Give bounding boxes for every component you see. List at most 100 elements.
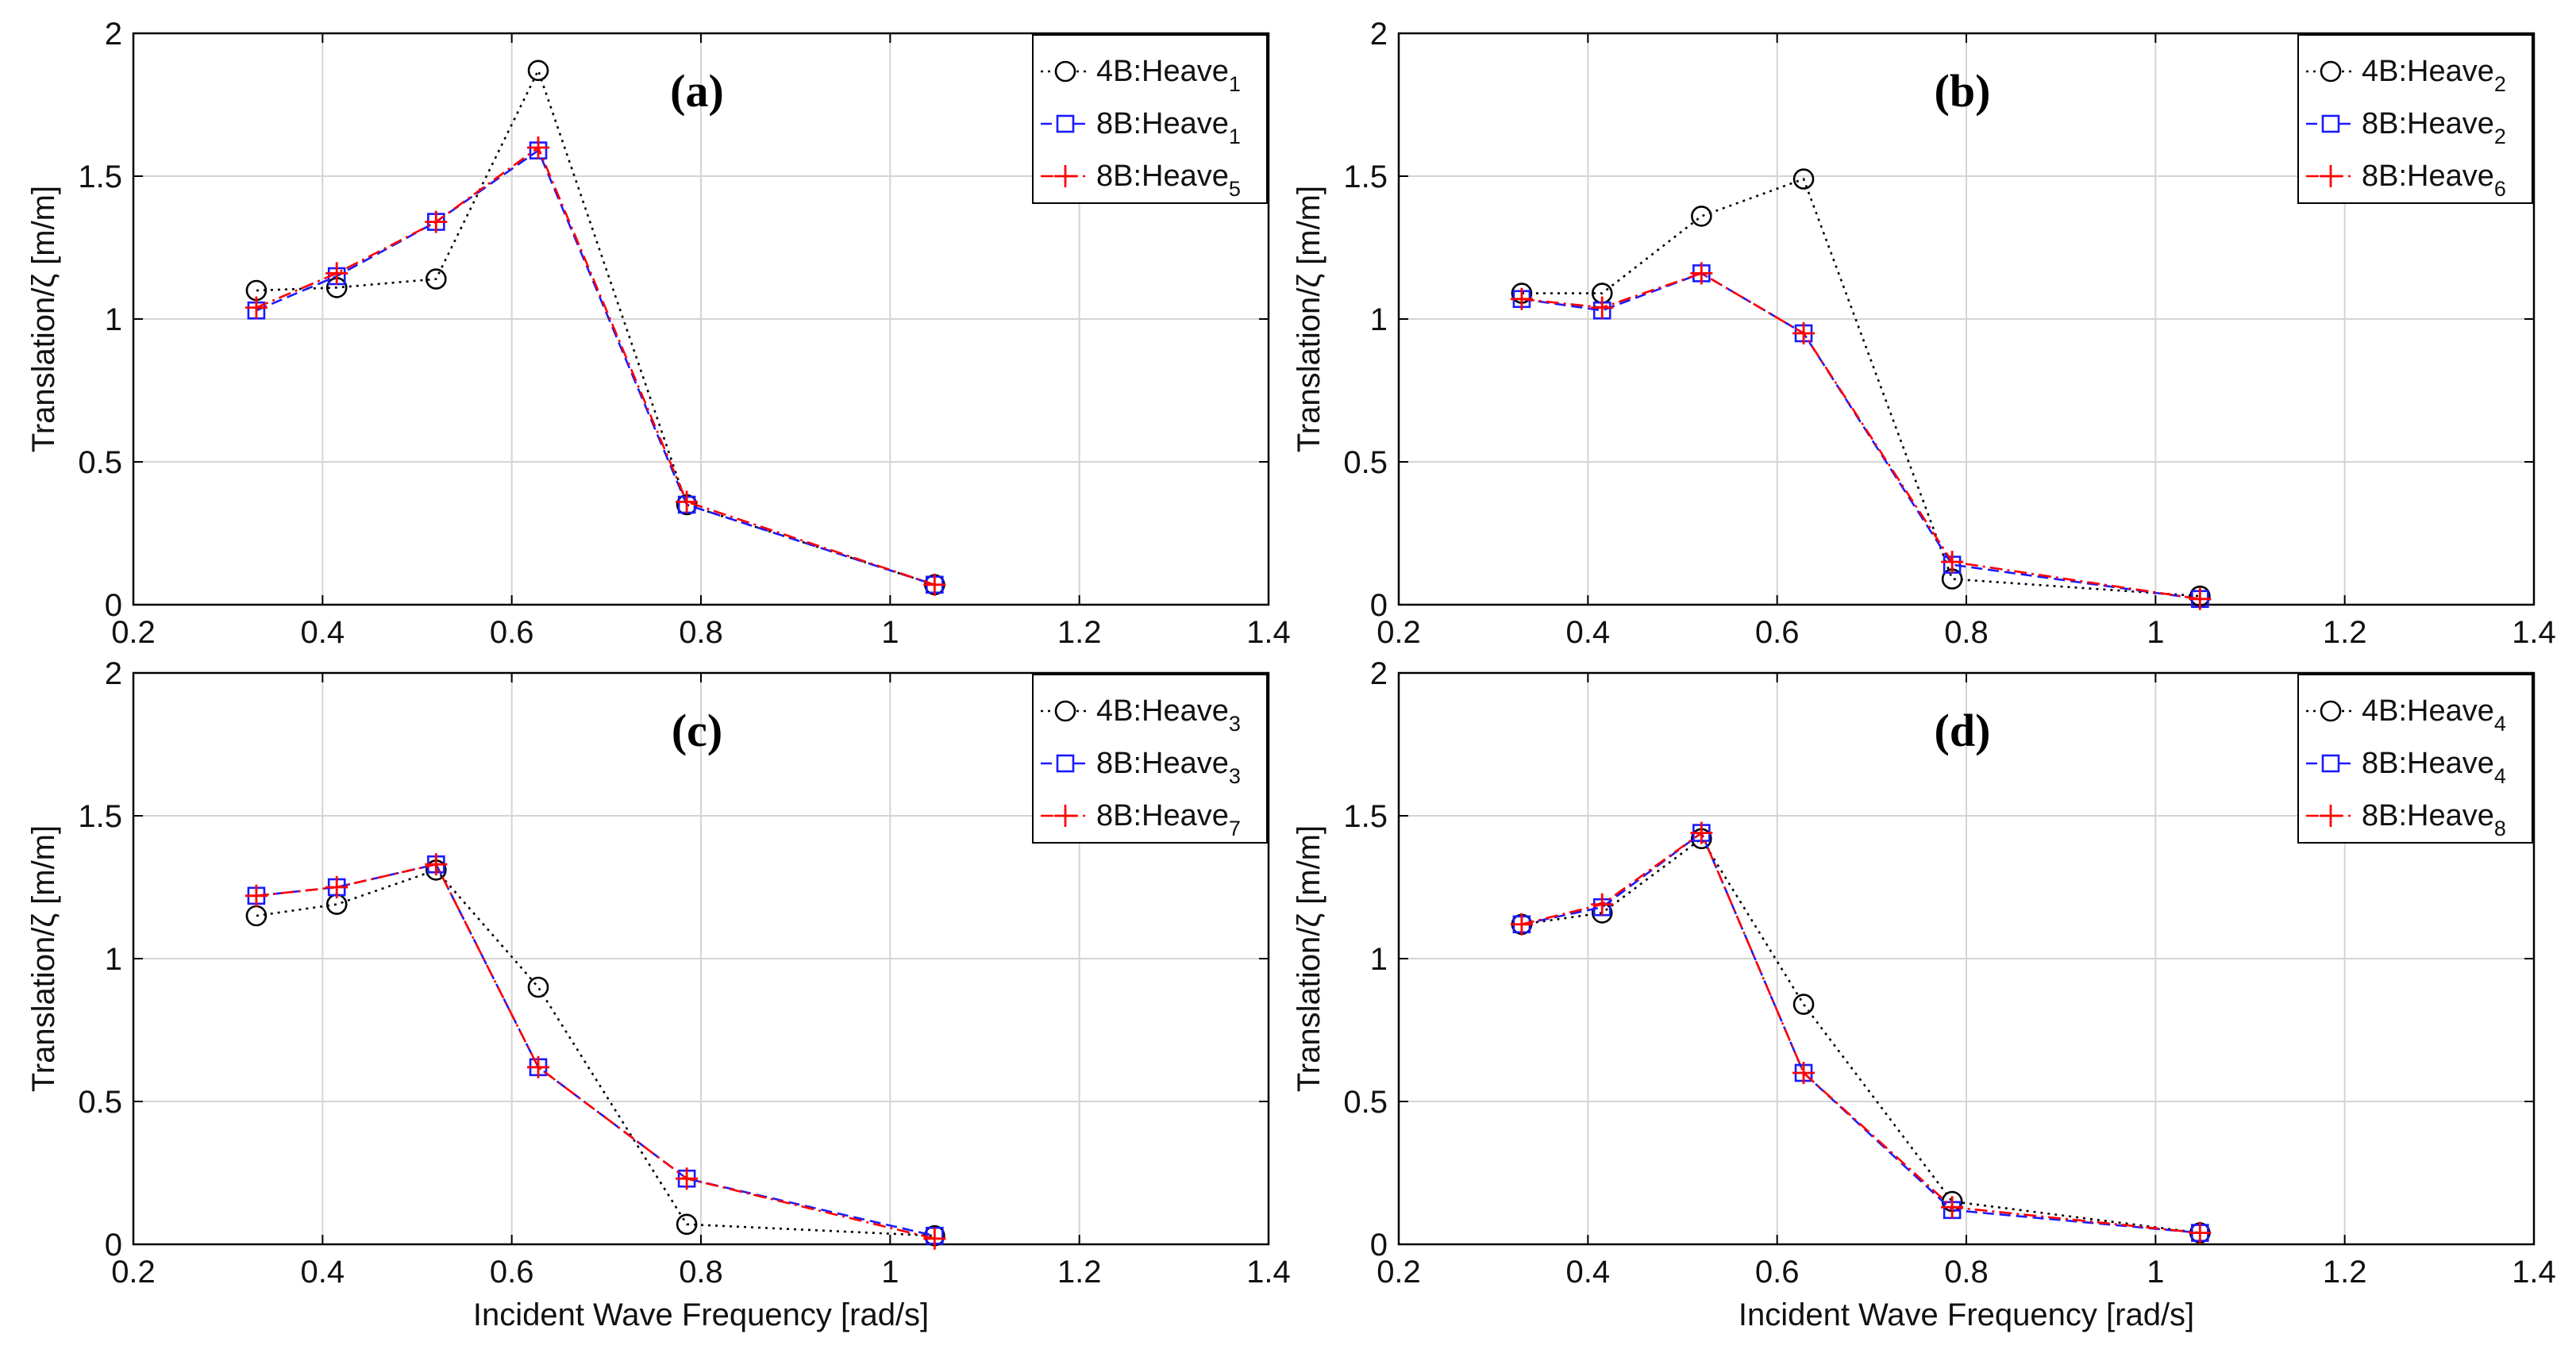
y-tick-label: 0 <box>105 588 122 623</box>
x-tick-label: 0.2 <box>1377 1255 1421 1290</box>
legend-marker-plus <box>2320 805 2342 827</box>
y-axis-label: Translation/ζ [m/m] <box>1292 825 1327 1092</box>
x-tick-label: 0.2 <box>111 1255 156 1290</box>
legend-marker-circle <box>1054 60 1076 83</box>
plot-frame <box>1397 671 2536 1246</box>
panel-label: (a) <box>670 65 724 117</box>
series-line <box>256 868 935 1237</box>
plot-frame <box>132 671 1270 1246</box>
data-point-circle <box>425 268 447 290</box>
y-tick-label: 2 <box>1370 17 1388 52</box>
legend-entry-subscript: 3 <box>1229 712 1241 736</box>
data-point-plus <box>1591 296 1614 319</box>
data-point-circle <box>527 60 549 82</box>
x-tick-label: 0.2 <box>111 615 156 650</box>
panel-label: (d) <box>1935 705 1991 756</box>
y-tick-label: 0 <box>1370 588 1388 623</box>
series-line <box>256 863 935 1237</box>
x-tick-label: 0.6 <box>490 1255 534 1290</box>
x-tick-label: 1 <box>881 1255 899 1290</box>
data-point-plus <box>2189 1221 2212 1244</box>
data-point-plus <box>1510 913 1533 936</box>
series-line <box>1521 831 2201 1234</box>
legend-marker-square <box>1056 754 1075 773</box>
legend-entry-subscript: 1 <box>1229 125 1241 148</box>
data-point-plus <box>1941 551 1964 573</box>
legend-marker-plus <box>1054 805 1076 827</box>
data-point-plus <box>325 876 348 898</box>
series-line <box>1521 836 2201 1234</box>
legend-marker-circle <box>1054 700 1076 722</box>
series-line <box>1521 271 2201 601</box>
y-axis-label: Translation/ζ [m/m] <box>1292 186 1327 452</box>
legend-marker-circle <box>2320 700 2342 722</box>
x-tick-label: 0.4 <box>301 615 345 650</box>
x-axis-label: Incident Wave Frequency [rad/s] <box>473 1297 929 1332</box>
legend-entry-subscript: 2 <box>2494 125 2506 148</box>
data-point-plus <box>1591 893 1614 916</box>
data-point-plus <box>1792 1062 1816 1084</box>
data-point-plus <box>245 296 268 319</box>
data-point-circle <box>1792 994 1815 1015</box>
y-tick-label: 0.5 <box>78 1085 122 1120</box>
y-tick-label: 1 <box>1370 302 1388 337</box>
x-tick-label: 0.2 <box>1377 615 1421 650</box>
data-point-plus <box>2189 587 2212 610</box>
legend-marker-square <box>1056 114 1075 133</box>
x-tick-label: 0.4 <box>1566 615 1611 650</box>
panel-label: (c) <box>672 705 722 756</box>
data-point-plus <box>425 853 448 876</box>
x-tick-label: 1.2 <box>1057 1255 1102 1290</box>
y-axis-label: Translation/ζ [m/m] <box>26 186 61 452</box>
x-tick-label: 0.8 <box>679 1255 723 1290</box>
x-tick-label: 0.8 <box>1944 615 1989 650</box>
y-tick-label: 2 <box>105 656 122 691</box>
x-tick-label: 0.8 <box>1944 1255 1989 1290</box>
panel-label: (b) <box>1935 65 1991 117</box>
data-point-plus <box>1510 287 1533 310</box>
x-tick-label: 0.6 <box>490 615 534 650</box>
y-tick-label: 1.5 <box>1343 160 1388 194</box>
x-tick-label: 0.8 <box>679 615 723 650</box>
x-tick-label: 0.4 <box>1566 1255 1611 1290</box>
data-point-circle <box>1792 168 1815 190</box>
data-point-circle <box>676 1213 698 1236</box>
series-line <box>1521 271 2201 601</box>
data-point-plus <box>676 490 699 513</box>
y-tick-label: 2 <box>1370 656 1388 691</box>
data-point-plus <box>527 136 550 159</box>
x-tick-label: 1.4 <box>1246 1255 1291 1290</box>
x-tick-label: 1 <box>881 615 899 650</box>
legend-marker-square <box>2321 754 2340 773</box>
data-point-plus <box>325 262 348 285</box>
chart-panel-3: 0.2 0.4 0.6 0.8 1 1.2 1.4 0 0.5 1 1.5 2 Translation/… <box>26 656 1291 1332</box>
chart-panel-4: 0.2 0.4 0.6 0.8 1 1.2 1.4 0 0.5 1 1.5 2 Translation/… <box>1292 656 2556 1332</box>
series-line <box>256 67 935 586</box>
y-tick-label: 1 <box>105 942 122 977</box>
y-tick-label: 0.5 <box>78 445 122 480</box>
data-point-plus <box>1941 1196 1964 1219</box>
x-tick-label: 1.4 <box>1246 615 1291 650</box>
y-tick-label: 1.5 <box>78 799 122 834</box>
y-tick-label: 0.5 <box>1343 445 1388 480</box>
y-tick-label: 2 <box>105 17 122 52</box>
legend-entry-subscript: 6 <box>2494 177 2506 201</box>
plot-frame <box>132 32 1270 606</box>
y-tick-label: 1.5 <box>78 160 122 194</box>
series-line <box>256 148 935 586</box>
legend-marker-plus <box>2320 165 2342 187</box>
x-axis-label: Incident Wave Frequency [rad/s] <box>1739 1297 2194 1332</box>
y-tick-label: 0.5 <box>1343 1085 1388 1120</box>
chart-panel-2: 0.2 0.4 0.6 0.8 1 1.2 1.4 0 0.5 1 1.5 2 Translation/… <box>1292 17 2556 650</box>
y-tick-label: 1 <box>105 302 122 337</box>
legend-entry-subscript: 3 <box>1229 764 1241 788</box>
data-point-plus <box>425 210 448 233</box>
data-point-circle <box>1691 206 1712 227</box>
x-tick-label: 0.4 <box>301 1255 345 1290</box>
data-point-plus <box>527 1055 550 1078</box>
data-point-plus <box>245 884 268 907</box>
series-line <box>1521 177 2201 598</box>
legend-entry-subscript: 8 <box>2494 817 2506 840</box>
